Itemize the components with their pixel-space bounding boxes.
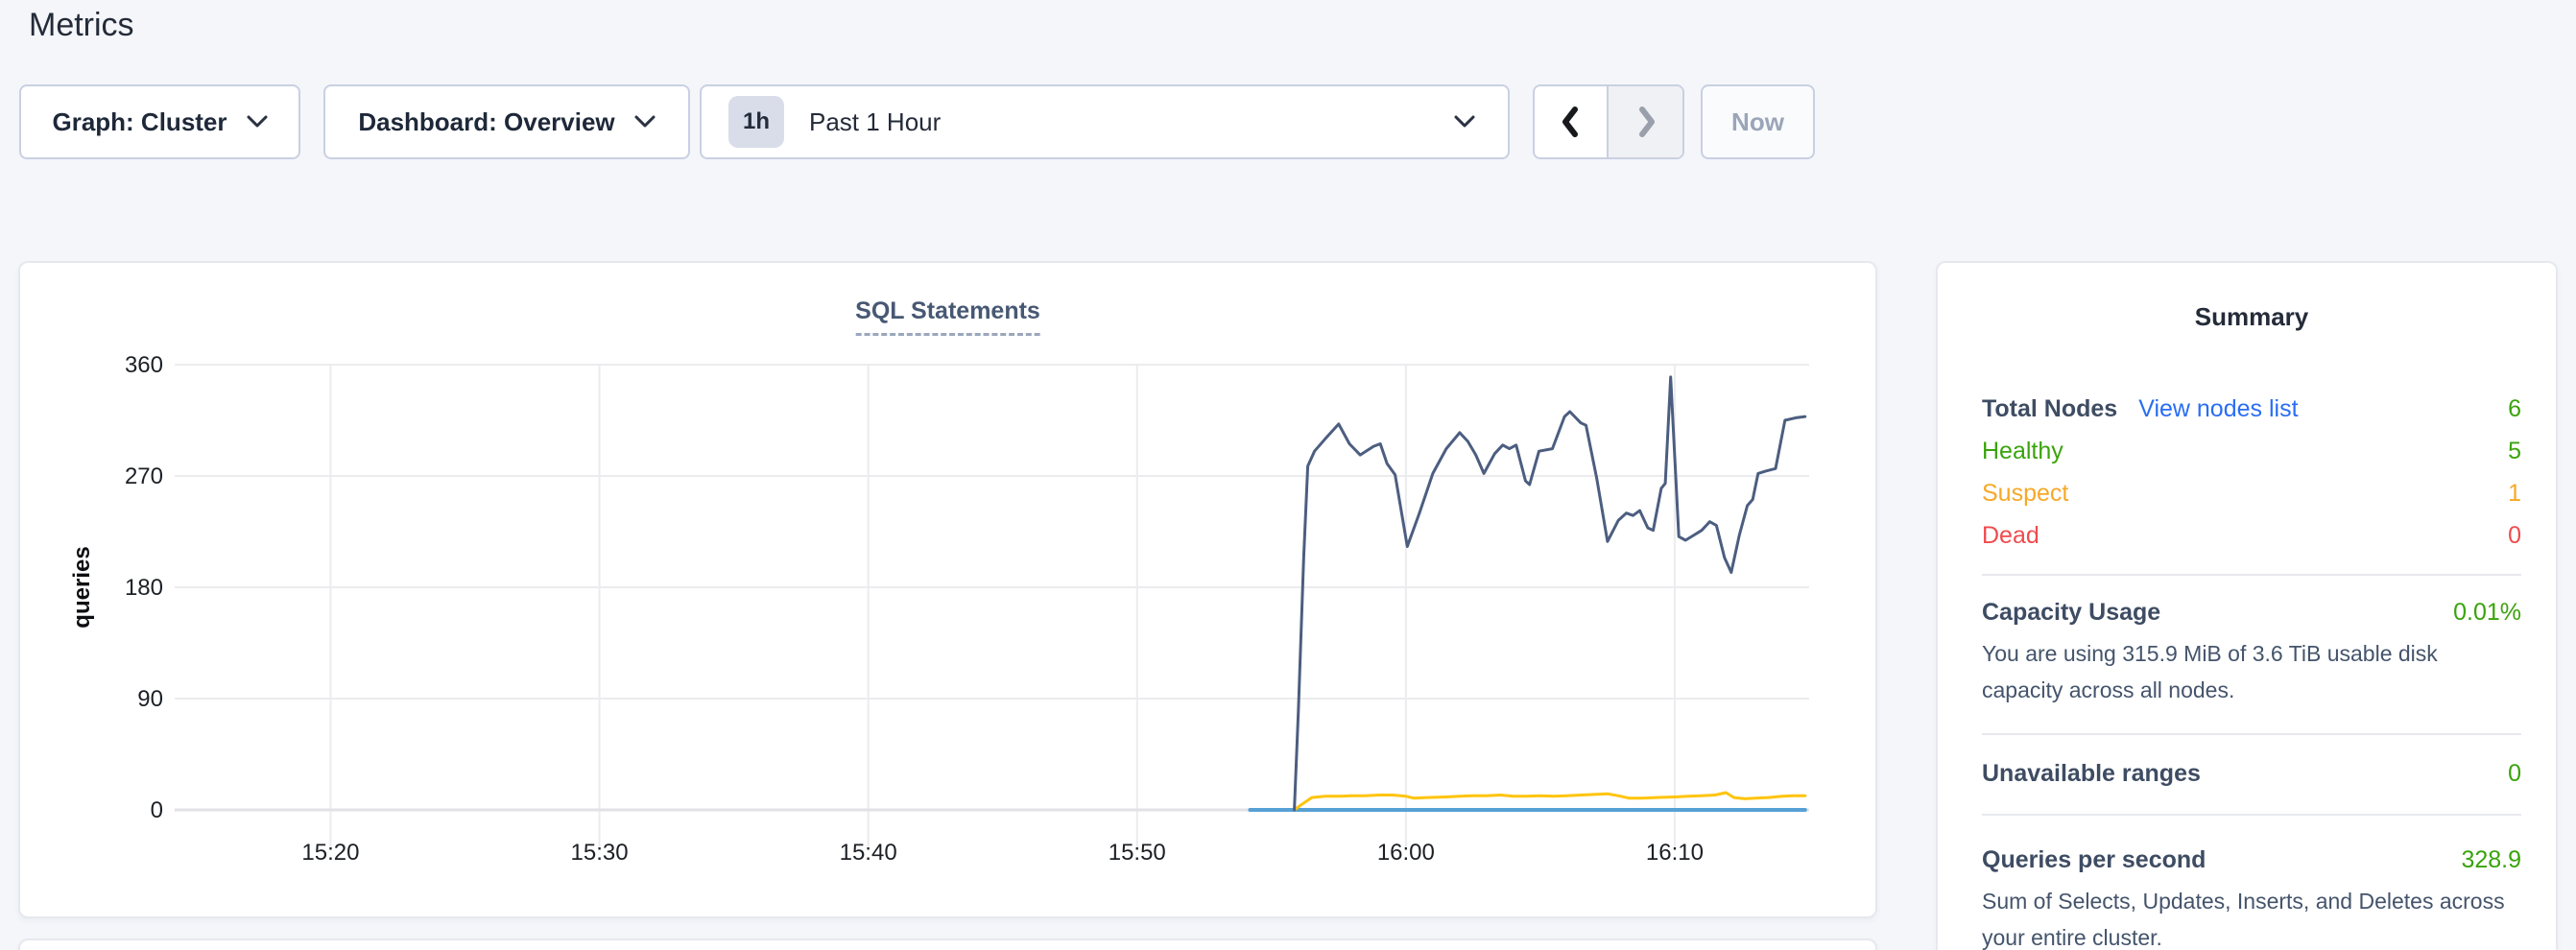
x-tick-label: 15:20 [301, 840, 359, 866]
chevron-left-icon [1562, 107, 1578, 137]
unavailable-ranges-label: Unavailable ranges [1982, 759, 2201, 787]
chart-title[interactable]: SQL Statements [855, 297, 1040, 336]
queries-per-second-row: Queries per second 328.9 [1982, 839, 2521, 881]
y-tick-label: 180 [125, 575, 163, 601]
chevron-down-icon [634, 115, 656, 128]
dead-nodes-row: Dead 0 [1982, 514, 2521, 557]
dead-value: 0 [2508, 521, 2521, 549]
graph-dropdown-label: Graph: Cluster [52, 107, 227, 136]
healthy-value: 5 [2508, 437, 2521, 464]
x-tick-label: 15:50 [1109, 840, 1166, 866]
queries-per-second-description: Sum of Selects, Updates, Inserts, and De… [1982, 889, 2505, 950]
page-title: Metrics [29, 7, 134, 43]
time-nav-group [1533, 84, 1684, 159]
capacity-usage-label: Capacity Usage [1982, 598, 2161, 626]
sql-statements-card: SQL Statements 15:20 15:30 15:40 15:50 16:00… [18, 261, 1877, 918]
chevron-down-icon [1454, 115, 1475, 128]
node-status-list: Total Nodes View nodes list 6 Healthy 5 … [1982, 388, 2521, 557]
divider [1982, 733, 2521, 735]
view-nodes-list-link[interactable]: View nodes list [2138, 394, 2299, 422]
y-tick-label: 0 [151, 797, 163, 823]
now-button[interactable]: Now [1701, 84, 1815, 159]
y-axis-label: queries [69, 546, 95, 628]
summary-panel: Summary Total Nodes View nodes list 6 He… [1936, 261, 2558, 950]
graph-dropdown[interactable]: Graph: Cluster [19, 84, 300, 159]
healthy-nodes-row: Healthy 5 [1982, 430, 2521, 472]
series-yellow [1293, 791, 1807, 812]
dashboard-dropdown-label: Dashboard: Overview [358, 107, 615, 136]
y-tick-label: 270 [125, 463, 163, 489]
queries-per-second-value: 328.9 [2461, 845, 2521, 873]
capacity-usage-description: You are using 315.9 MiB of 3.6 TiB usabl… [1982, 641, 2438, 702]
total-nodes-row: Total Nodes View nodes list 6 [1982, 388, 2521, 430]
next-timeframe-button[interactable] [1609, 86, 1682, 157]
unavailable-ranges-row: Unavailable ranges 0 [1982, 752, 2521, 795]
sql-statements-chart: 15:20 15:30 15:40 15:50 16:00 16:10 0 90 180 270 3… [69, 352, 1809, 866]
previous-timeframe-button[interactable] [1535, 86, 1610, 157]
divider [1982, 574, 2521, 576]
time-window-badge: 1h [728, 96, 784, 148]
unavailable-ranges-value: 0 [2508, 759, 2521, 787]
x-tick-label: 16:00 [1377, 840, 1435, 866]
x-tick-label: 16:10 [1646, 840, 1704, 866]
suspect-value: 1 [2508, 479, 2521, 507]
dead-label: Dead [1982, 521, 2039, 549]
total-nodes-value: 6 [2508, 394, 2521, 422]
time-window-label: Past 1 Hour [809, 107, 942, 136]
chevron-right-icon [1638, 107, 1655, 137]
healthy-label: Healthy [1982, 437, 2063, 464]
x-tick-label: 15:40 [840, 840, 897, 866]
y-tick-label: 360 [125, 352, 163, 378]
summary-title: Summary [2194, 302, 2309, 331]
suspect-label: Suspect [1982, 479, 2069, 507]
time-window-selector[interactable]: 1h Past 1 Hour [700, 84, 1510, 159]
capacity-usage-value: 0.01% [2453, 598, 2521, 626]
x-tick-label: 15:30 [571, 840, 629, 866]
now-button-label: Now [1731, 107, 1784, 136]
total-nodes-label: Total Nodes [1982, 394, 2118, 422]
divider [1982, 814, 2521, 816]
y-tick-label: 90 [137, 686, 163, 712]
queries-per-second-label: Queries per second [1982, 845, 2206, 873]
suspect-nodes-row: Suspect 1 [1982, 472, 2521, 514]
dashboard-dropdown[interactable]: Dashboard: Overview [323, 84, 690, 159]
capacity-usage-row: Capacity Usage 0.01% [1982, 591, 2521, 633]
chevron-down-icon [247, 115, 268, 128]
next-chart-card [18, 938, 1877, 950]
series-navy [1293, 375, 1807, 812]
